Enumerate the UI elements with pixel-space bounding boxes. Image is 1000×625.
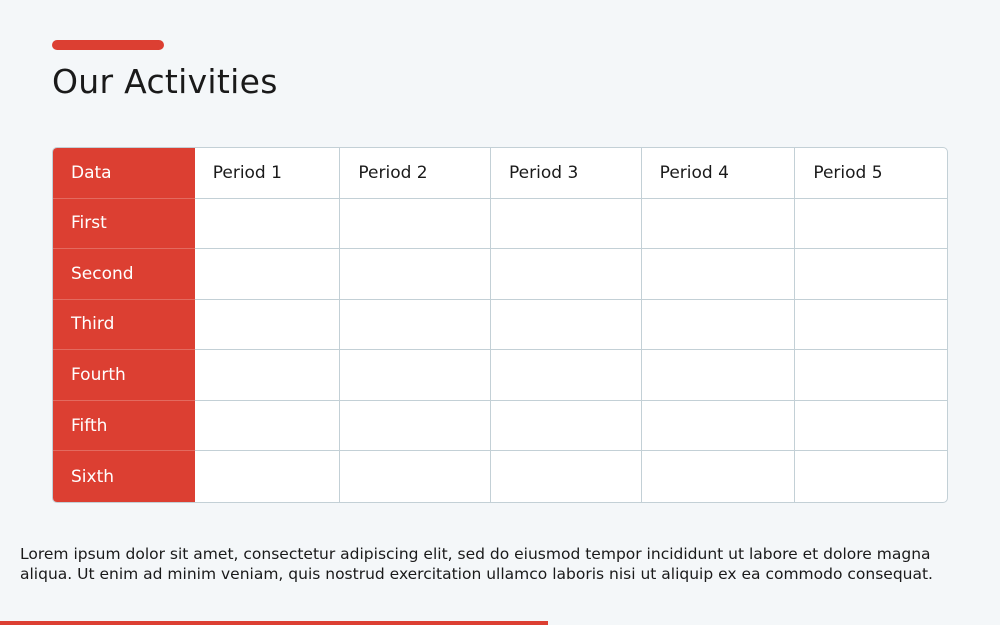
table-row: Fifth xyxy=(53,400,947,452)
header-cell-data: Data xyxy=(53,148,195,199)
table-cell xyxy=(795,300,947,351)
row-label: Third xyxy=(53,299,195,351)
table-cell xyxy=(194,249,341,300)
table-cell xyxy=(194,350,341,401)
table-cell xyxy=(491,350,642,401)
table-cell xyxy=(795,401,947,452)
table-cell xyxy=(340,198,492,250)
header-cell-period-1: Period 1 xyxy=(194,148,341,199)
table-cell xyxy=(641,249,796,300)
table-row: Second xyxy=(53,249,947,300)
table-cell xyxy=(641,299,796,351)
footer-accent-bar xyxy=(0,621,548,625)
table-row: First xyxy=(53,198,947,250)
table-cell xyxy=(195,451,341,502)
row-label: Sixth xyxy=(53,451,195,502)
table-cell xyxy=(340,400,492,452)
title-accent-bar xyxy=(52,40,164,50)
table-cell xyxy=(641,198,796,250)
table-cell xyxy=(340,451,492,502)
table-cell xyxy=(194,299,341,351)
activities-table: Data Period 1 Period 2 Period 3 Period 4 Peri… xyxy=(52,147,948,503)
table-cell xyxy=(340,249,492,300)
header-cell-period-4: Period 4 xyxy=(641,148,796,199)
header-cell-period-5: Period 5 xyxy=(795,148,947,199)
page-title: Our Activities xyxy=(52,62,278,101)
table-cell xyxy=(641,400,796,452)
row-label: Fifth xyxy=(53,400,195,452)
table-cell xyxy=(340,299,492,351)
table-cell xyxy=(641,350,796,401)
row-label: First xyxy=(53,198,195,250)
table-row: Sixth xyxy=(53,451,947,502)
table-header-row: Data Period 1 Period 2 Period 3 Period 4 Peri… xyxy=(53,148,947,199)
table-cell xyxy=(795,451,947,502)
table-cell xyxy=(491,249,642,300)
table-cell xyxy=(795,350,947,401)
table-cell xyxy=(491,400,642,452)
header-cell-period-2: Period 2 xyxy=(340,148,492,199)
table-cell xyxy=(491,451,642,502)
row-label: Second xyxy=(53,249,195,300)
body-paragraph: Lorem ipsum dolor sit amet, consectetur … xyxy=(20,545,933,583)
table-cell xyxy=(642,451,796,502)
table-row: Third xyxy=(53,299,947,351)
table-cell xyxy=(340,350,492,401)
table-cell xyxy=(795,199,947,250)
row-label: Fourth xyxy=(53,350,195,401)
header-cell-period-3: Period 3 xyxy=(491,148,642,199)
table-row: Fourth xyxy=(53,350,947,401)
table-cell xyxy=(194,198,341,250)
table-cell xyxy=(194,400,341,452)
table-cell xyxy=(795,249,947,300)
table-cell xyxy=(491,299,642,351)
table-cell xyxy=(491,198,642,250)
